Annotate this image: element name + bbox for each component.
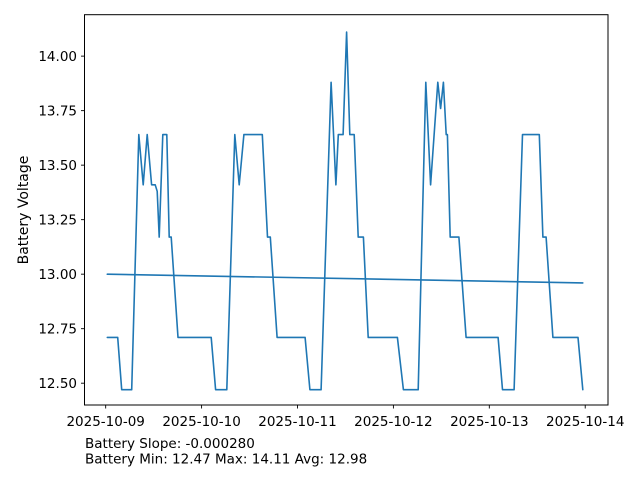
x-tick-label: 2025-10-11 (258, 414, 336, 430)
y-tick-label: 13.50 (38, 158, 77, 174)
y-tick-label: 12.50 (38, 376, 77, 392)
x-tick-label: 2025-10-14 (546, 414, 624, 430)
y-tick-label: 13.00 (38, 267, 77, 283)
x-tick-label: 2025-10-09 (66, 414, 144, 430)
y-tick-label: 12.75 (38, 321, 77, 337)
x-tick-label: 2025-10-12 (354, 414, 432, 430)
battery-voltage-line (106, 31, 584, 391)
y-tick-label: 13.25 (38, 212, 77, 228)
x-tick-label: 2025-10-13 (450, 414, 528, 430)
y-tick-label: 14.00 (38, 49, 77, 65)
chart-plot-area: 2025-10-09 2025-10-10 2025-10-11 2025-10-12… (38, 14, 624, 430)
trend-line-line (106, 273, 584, 284)
plot-border (84, 14, 609, 406)
annotation-slope: Battery Slope: -0.000280 (85, 436, 255, 452)
x-tick-label: 2025-10-10 (162, 414, 240, 430)
annotation-min-max-avg: Battery Min: 12.47 Max: 14.11 Avg: 12.98 (85, 452, 367, 468)
y-axis-label: Battery Voltage (16, 156, 32, 265)
y-tick-label: 13.75 (38, 103, 77, 119)
